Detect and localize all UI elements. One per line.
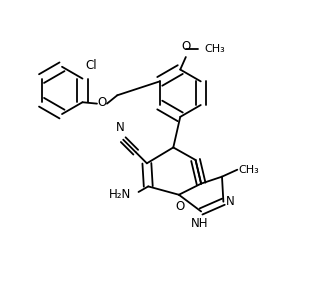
Text: CH₃: CH₃ <box>239 165 259 175</box>
Text: O: O <box>97 96 106 109</box>
Text: N: N <box>226 195 235 208</box>
Text: N: N <box>116 121 125 134</box>
Text: CH₃: CH₃ <box>204 44 225 54</box>
Text: H₂N: H₂N <box>109 188 131 201</box>
Text: O: O <box>176 200 185 213</box>
Text: NH: NH <box>191 217 209 230</box>
Text: Cl: Cl <box>85 59 97 72</box>
Text: O: O <box>181 40 191 53</box>
